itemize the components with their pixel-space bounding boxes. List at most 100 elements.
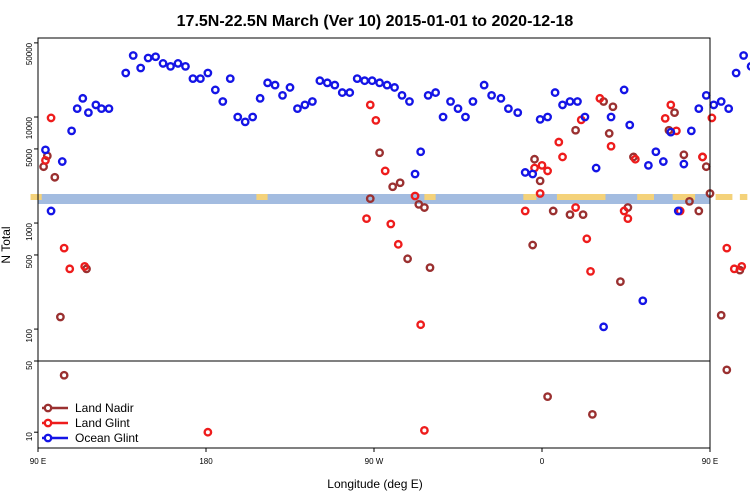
point-ocean-glint	[658, 157, 668, 166]
point-land-nadir	[528, 240, 538, 250]
point-ocean-glint	[644, 160, 653, 170]
point-ocean-glint	[550, 88, 560, 97]
point-land-glint	[365, 100, 375, 110]
point-land-glint	[571, 203, 580, 212]
point-ocean-glint	[479, 80, 489, 90]
y-tick-label: 10	[25, 432, 34, 441]
point-land-glint	[46, 113, 56, 123]
legend-label: Ocean Glint	[75, 431, 139, 445]
legend-swatch-marker	[43, 418, 53, 428]
point-land-glint	[554, 137, 564, 147]
point-ocean-glint	[694, 104, 704, 114]
y-tick-label: 50000	[25, 42, 34, 65]
point-land-nadir	[670, 108, 679, 118]
point-ocean-glint	[535, 114, 545, 124]
chart-title: 17.5N-22.5N March (Ver 10) 2015-01-01 to…	[177, 13, 574, 30]
point-land-glint	[80, 262, 90, 271]
x-tick-label: 0	[540, 457, 545, 466]
point-ocean-glint	[423, 90, 433, 100]
point-ocean-glint	[431, 88, 440, 97]
point-ocean-glint	[181, 62, 190, 71]
point-land-nadir	[388, 182, 398, 192]
point-ocean-glint	[410, 169, 420, 179]
point-ocean-glint	[158, 59, 168, 68]
point-ocean-glint	[352, 74, 362, 84]
band-land-segment	[637, 194, 654, 200]
point-land-nadir	[425, 263, 435, 272]
point-ocean-glint	[248, 112, 258, 122]
point-land-nadir	[588, 409, 597, 419]
point-land-glint	[619, 206, 629, 216]
point-land-glint	[537, 160, 547, 170]
point-ocean-glint	[136, 63, 146, 73]
point-ocean-glint	[573, 97, 582, 106]
point-ocean-glint	[345, 88, 355, 97]
point-ocean-glint	[724, 104, 734, 114]
y-axis-label: N Total	[0, 226, 13, 263]
point-ocean-glint	[397, 90, 407, 100]
point-land-nadir	[604, 129, 614, 138]
point-ocean-glint	[263, 78, 272, 88]
point-ocean-glint	[278, 90, 287, 100]
point-ocean-glint	[375, 78, 384, 88]
point-ocean-glint	[46, 206, 56, 216]
point-ocean-glint	[307, 97, 317, 106]
point-ocean-glint	[300, 100, 310, 110]
point-ocean-glint	[716, 97, 726, 106]
point-ocean-glint	[203, 68, 213, 78]
point-land-nadir	[571, 125, 580, 135]
point-ocean-glint	[143, 53, 153, 63]
point-ocean-glint	[188, 74, 198, 84]
point-ocean-glint	[57, 157, 67, 166]
point-ocean-glint	[709, 100, 719, 110]
legend-label: Land Nadir	[75, 401, 134, 415]
point-ocean-glint	[543, 112, 552, 122]
point-ocean-glint	[580, 112, 590, 122]
point-land-glint	[666, 100, 676, 110]
point-ocean-glint	[390, 83, 399, 92]
point-ocean-glint	[382, 80, 392, 90]
point-ocean-glint	[453, 104, 463, 114]
band-land-segment	[715, 194, 733, 200]
point-ocean-glint	[686, 126, 696, 136]
point-ocean-glint	[625, 120, 635, 130]
land-mask-band	[30, 194, 748, 204]
point-ocean-glint	[487, 90, 496, 100]
legend-swatch-marker	[43, 433, 53, 443]
point-ocean-glint	[528, 169, 538, 179]
point-land-glint	[41, 155, 50, 165]
point-ocean-glint	[151, 52, 161, 62]
point-ocean-glint	[270, 80, 280, 90]
point-land-glint	[393, 239, 403, 249]
point-land-nadir	[419, 203, 429, 212]
point-land-nadir	[548, 206, 558, 216]
point-ocean-glint	[496, 93, 506, 103]
y-tick-label: 100	[25, 329, 34, 343]
point-ocean-glint	[701, 90, 711, 100]
legend-label: Land Glint	[75, 416, 130, 430]
y-tick-label: 500	[25, 254, 34, 268]
point-ocean-glint	[438, 112, 448, 122]
point-land-nadir	[403, 254, 412, 264]
point-ocean-glint	[461, 112, 470, 122]
point-ocean-glint	[679, 159, 689, 169]
point-land-glint	[698, 152, 707, 162]
point-ocean-glint	[166, 62, 175, 71]
point-ocean-glint	[405, 97, 414, 106]
y-tick-label: 5000	[25, 148, 34, 166]
point-land-nadir	[694, 206, 704, 216]
band-land-segment	[672, 194, 696, 200]
point-land-nadir	[608, 102, 618, 112]
point-land-nadir	[685, 196, 694, 206]
point-land-glint	[582, 234, 592, 244]
point-land-glint	[586, 266, 595, 276]
x-axis-label: Longitude (deg E)	[327, 477, 422, 491]
point-land-nadir	[50, 172, 60, 182]
point-ocean-glint	[513, 108, 523, 118]
legend-swatch-marker	[43, 403, 53, 413]
point-ocean-glint	[731, 68, 741, 78]
point-ocean-glint	[128, 51, 138, 60]
x-tick-label: 90 E	[30, 457, 46, 466]
band-land-segment	[556, 194, 606, 200]
